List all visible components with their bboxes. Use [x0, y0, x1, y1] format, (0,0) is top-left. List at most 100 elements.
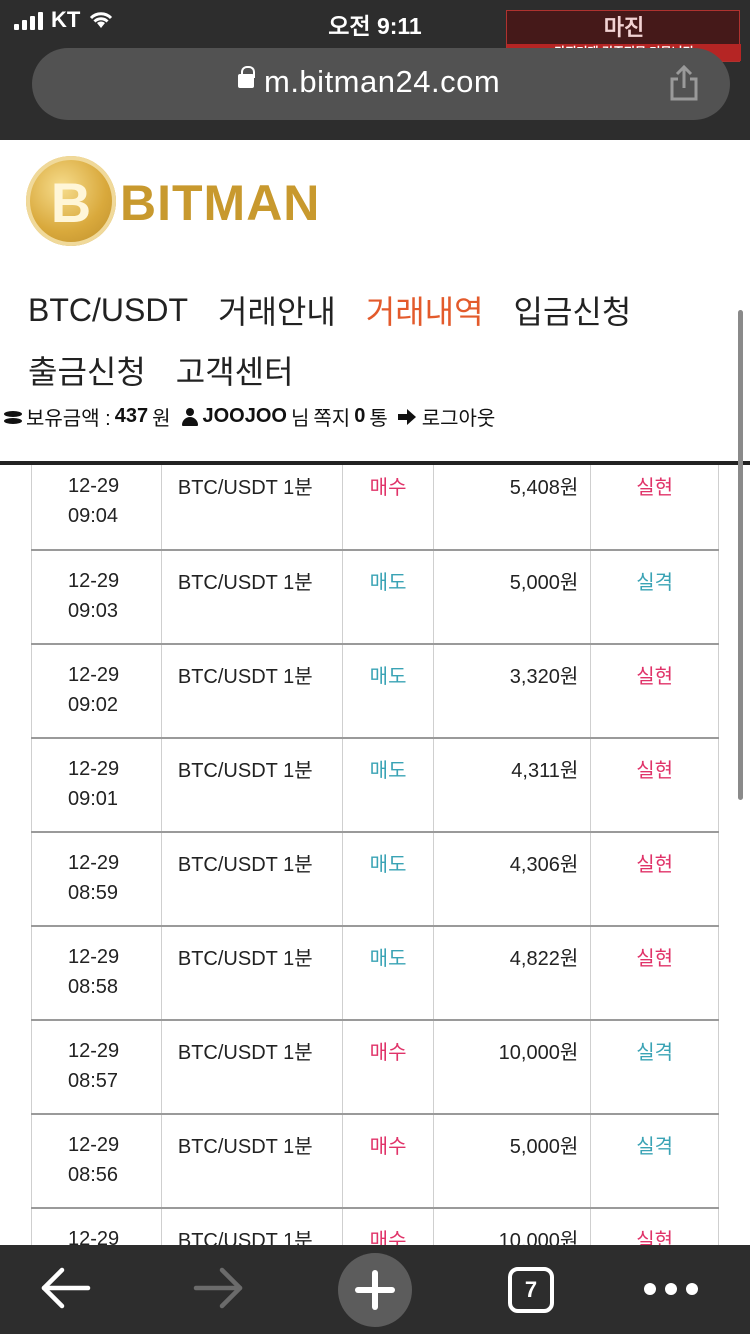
watermark-title: 마진 [603, 15, 645, 40]
username: JOOJOO [202, 405, 287, 427]
trade-amount: 5,000원 [433, 1113, 592, 1209]
trade-amount: 10,000원 [433, 1207, 592, 1245]
trade-pair: BTC/USDT 1분 [160, 549, 343, 645]
user-icon [181, 407, 199, 426]
forward-arrow-icon[interactable] [192, 1265, 246, 1311]
table-row: 12-29 08:58 BTC/USDT 1분 매도 4,822원 실현 [31, 925, 719, 1021]
more-menu-icon[interactable] [644, 1283, 698, 1295]
trade-amount: 3,320원 [433, 643, 592, 739]
trade-side: 매도 [341, 643, 435, 739]
table-row: 12-29 09:04 BTC/USDT 1분 매수 5,408원 실현 [31, 465, 719, 551]
trade-datetime: 12-29 08:57 [31, 1019, 162, 1115]
trade-datetime: 12-29 08:59 [31, 831, 162, 927]
trade-side: 매수 [341, 1113, 435, 1209]
trade-time: 08:58 [68, 975, 119, 998]
trade-date: 12-29 [68, 945, 120, 968]
trade-amount: 4,311원 [433, 737, 592, 833]
trade-datetime: 12-29 08:56 [31, 1113, 162, 1209]
trade-datetime: 12-29 09:01 [31, 737, 162, 833]
trade-time: 09:02 [68, 693, 119, 716]
trade-time: 09:01 [68, 787, 119, 810]
user-info-bar: 보유금액 : 437 원 JOOJOO 님 쪽지 0 통 로그아웃 [4, 402, 495, 431]
trade-side: 매수 [341, 465, 435, 551]
trade-result: 실현 [590, 465, 719, 551]
balance-value: 437 [114, 405, 149, 427]
trade-date: 12-29 [68, 1039, 120, 1062]
nav-withdraw[interactable]: 출금신청 [28, 354, 146, 390]
site-header: B BITMAN BTC/USDT 거래안내 거래내역 입금신청 출금신청 고객… [0, 140, 750, 800]
trade-pair: BTC/USDT 1분 [160, 1207, 343, 1245]
trade-time: 08:56 [68, 1163, 119, 1186]
trade-time: 09:04 [68, 505, 119, 527]
scrollbar[interactable] [738, 310, 743, 800]
logout-icon[interactable] [397, 408, 418, 425]
trade-datetime: 12-29 08:58 [31, 925, 162, 1021]
trade-side: 매도 [341, 831, 435, 927]
table-row: 12-29 09:01 BTC/USDT 1분 매도 4,311원 실현 [31, 737, 719, 833]
trade-side: 매도 [341, 925, 435, 1021]
trade-date: 12-29 [68, 757, 120, 780]
signal-icon [14, 10, 43, 30]
table-row: 12-29 08:56 BTC/USDT 1분 매수 5,000원 실격 [31, 1113, 719, 1209]
trade-result: 실격 [590, 1113, 719, 1209]
trade-date: 12-29 [68, 475, 120, 497]
carrier-indicator: KT [14, 7, 114, 33]
coins-icon [4, 409, 22, 425]
trade-pair: BTC/USDT 1분 [160, 643, 343, 739]
trade-date: 12-29 [68, 851, 120, 874]
table-row: 12-29 09:02 BTC/USDT 1분 매도 3,320원 실현 [31, 643, 719, 739]
main-nav: BTC/USDT 거래안내 거래내역 입금신청 출금신청 고객센터 [28, 280, 718, 400]
trade-time: 08:57 [68, 1069, 119, 1092]
trade-amount: 4,306원 [433, 831, 592, 927]
trade-result: 실현 [590, 831, 719, 927]
status-time: 오전 9:11 [328, 13, 422, 39]
message-unit: 통 [369, 408, 388, 430]
trade-result: 실현 [590, 643, 719, 739]
trade-side: 매수 [341, 1207, 435, 1245]
trade-pair: BTC/USDT 1분 [160, 737, 343, 833]
trade-datetime: 12-29 09:03 [31, 549, 162, 645]
address-bar[interactable]: m.bitman24.com [32, 48, 730, 120]
share-icon[interactable] [668, 64, 700, 102]
message-count[interactable]: 0 [354, 405, 366, 427]
message-label[interactable]: 쪽지 [313, 408, 351, 430]
trade-date: 12-29 [68, 1133, 120, 1156]
trade-pair: BTC/USDT 1분 [160, 465, 343, 551]
trade-pair: BTC/USDT 1분 [160, 1113, 343, 1209]
status-bar: KT 오전 9:11 [0, 0, 750, 40]
nav-trade-guide[interactable]: 거래안내 [218, 294, 336, 330]
trade-date: 12-29 [68, 1227, 120, 1246]
wifi-icon [90, 12, 113, 28]
nav-deposit[interactable]: 입금신청 [513, 294, 632, 330]
lock-icon [238, 66, 255, 88]
browser-toolbar: 7 [0, 1245, 750, 1334]
trade-result: 실격 [590, 549, 719, 645]
logo-symbol: B [50, 171, 92, 234]
bitcoin-logo-icon[interactable]: B [26, 156, 116, 246]
url-text: m.bitman24.com [264, 64, 501, 99]
logout-link[interactable]: 로그아웃 [421, 408, 496, 430]
trade-datetime: 12-29 09:02 [31, 643, 162, 739]
nav-trade-history[interactable]: 거래내역 [365, 294, 484, 330]
tab-count-button[interactable]: 7 [508, 1267, 554, 1313]
site-logo-text[interactable]: BITMAN [120, 175, 321, 231]
back-arrow-icon[interactable] [38, 1265, 92, 1311]
trade-date: 12-29 [68, 569, 120, 592]
carrier-name: KT [51, 7, 81, 32]
trade-result: 실격 [590, 1019, 719, 1115]
trade-side: 매도 [341, 549, 435, 645]
trade-history-table: 12-29 09:04 BTC/USDT 1분 매수 5,408원 실현 12-29 09:0… [0, 465, 750, 1245]
balance-unit: 원 [152, 408, 171, 430]
trade-pair: BTC/USDT 1분 [160, 925, 343, 1021]
trade-result: 실현 [590, 1207, 719, 1245]
nav-customer-center[interactable]: 고객센터 [175, 354, 294, 390]
trade-result: 실현 [590, 737, 719, 833]
honorific: 님 [290, 408, 310, 430]
trade-amount: 5,000원 [433, 549, 592, 645]
new-tab-plus-icon[interactable] [338, 1253, 412, 1327]
browser-chrome: KT 오전 9:11 마진 마진거래 검증전문 커뮤니티 m.bitman24.… [0, 0, 750, 140]
trade-time: 08:59 [68, 881, 119, 904]
trade-time: 09:03 [68, 599, 119, 622]
nav-btc-usdt[interactable]: BTC/USDT [28, 291, 188, 328]
trade-datetime: 12-29 09:04 [31, 465, 162, 551]
